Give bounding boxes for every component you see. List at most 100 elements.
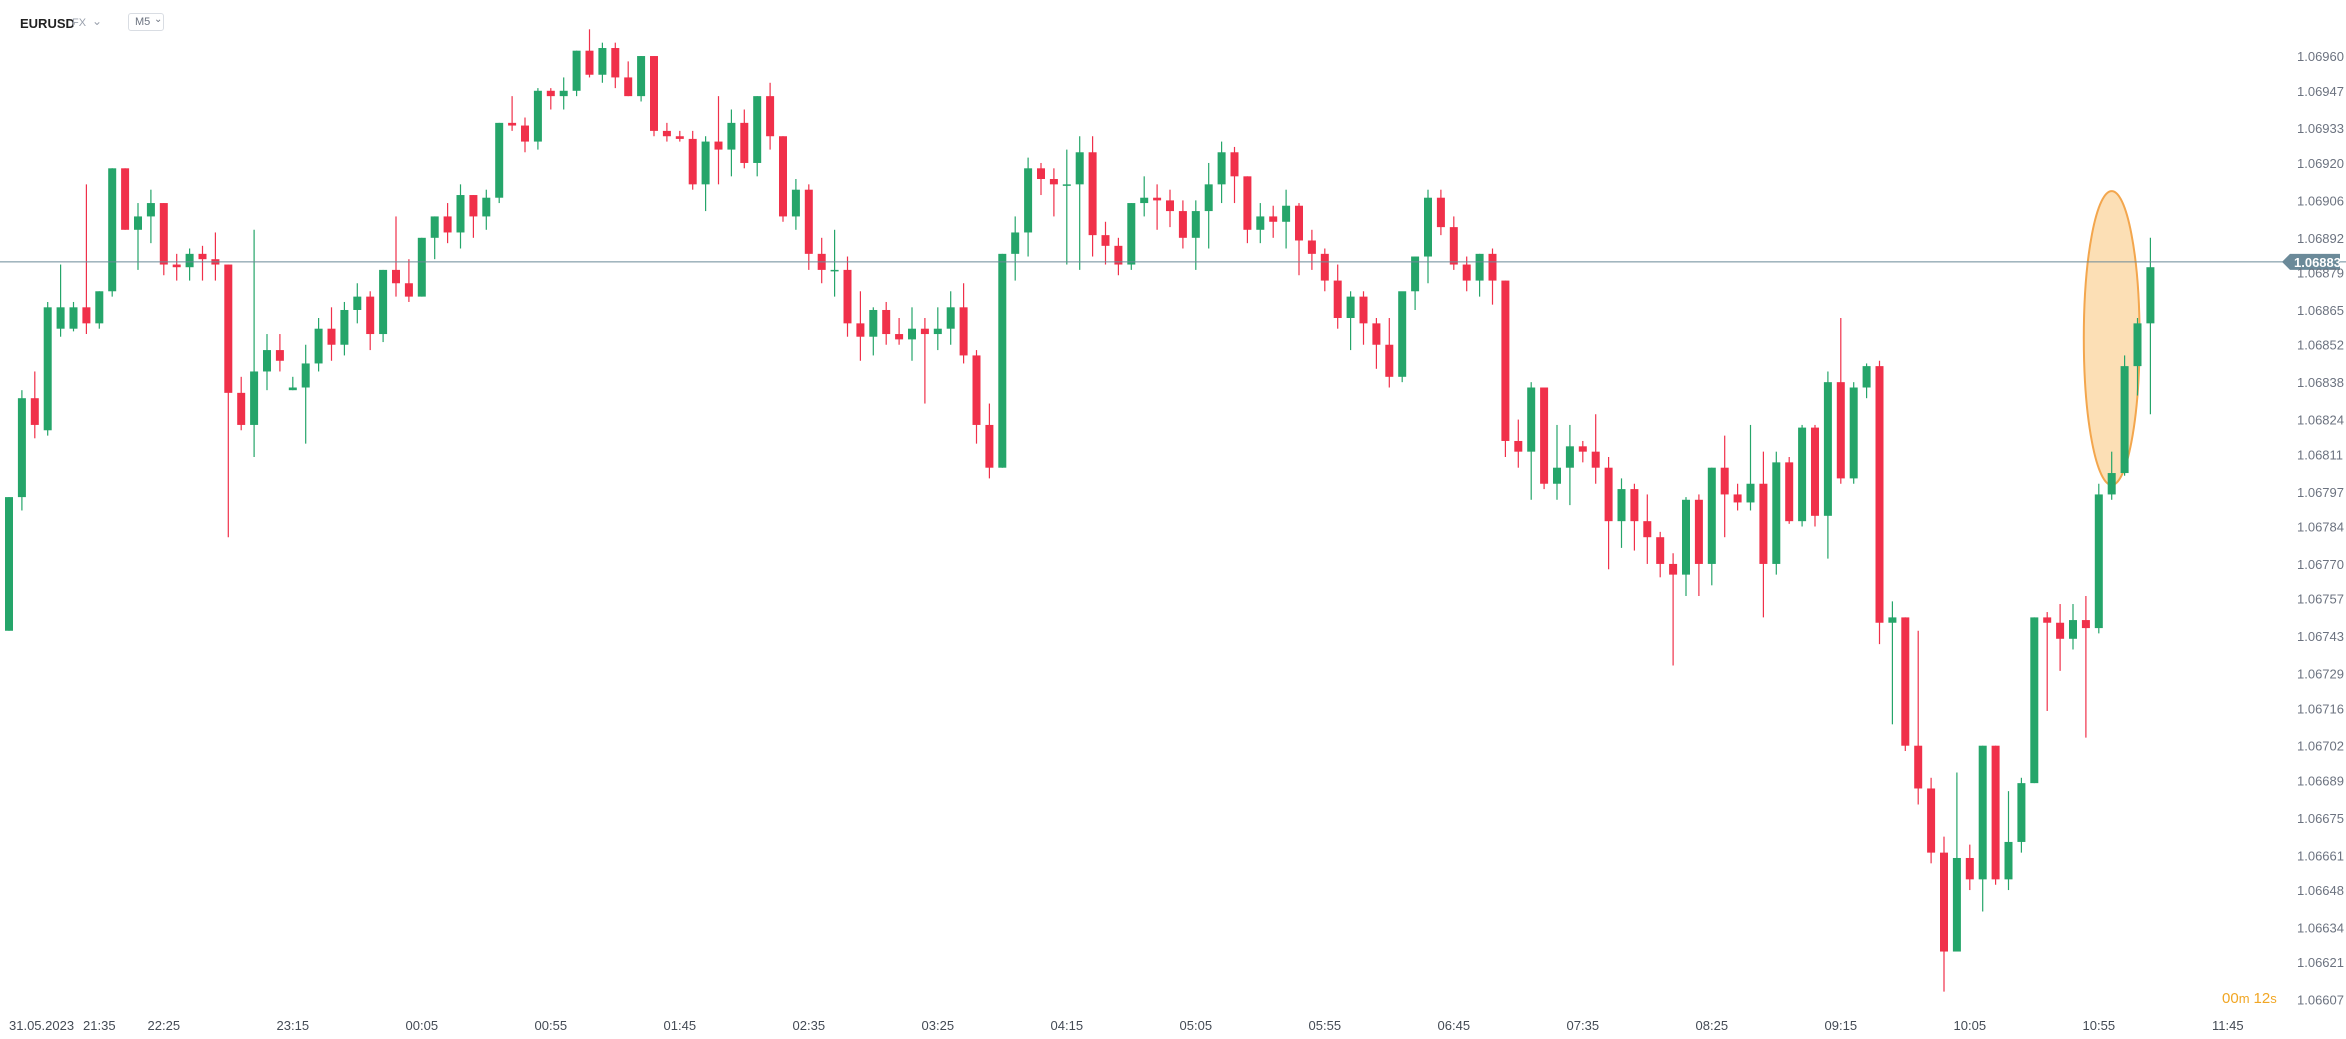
candle-body <box>779 136 787 217</box>
candle <box>95 291 104 329</box>
candle <box>327 307 336 361</box>
candle-body <box>1591 451 1600 468</box>
chevron-down-icon[interactable]: ⌄ <box>154 14 163 25</box>
candle-body <box>998 253 1007 468</box>
candle <box>791 179 800 230</box>
candle <box>69 301 78 332</box>
candle <box>843 256 852 337</box>
candle <box>1978 745 1987 912</box>
candle-body <box>1617 489 1626 522</box>
candle <box>1565 424 1574 506</box>
candle <box>1475 253 1484 297</box>
candle <box>198 245 207 281</box>
candle <box>585 29 594 78</box>
highlight-layer <box>2082 190 2141 487</box>
candle-body <box>895 334 904 340</box>
candle-body <box>1307 240 1316 254</box>
candle-body <box>1269 216 1278 222</box>
candle <box>1320 248 1329 292</box>
x-tick-label: 22:25 <box>148 1018 181 1033</box>
candle-body <box>2004 841 2013 880</box>
candle-body <box>1901 617 1910 746</box>
candle <box>1114 237 1123 276</box>
candle <box>1901 617 1910 752</box>
candle-body <box>1914 745 1923 789</box>
candle-body <box>327 328 336 345</box>
candle <box>946 291 955 345</box>
candle <box>1836 318 1845 484</box>
symbol-label[interactable]: EURUSD <box>20 16 75 31</box>
candle-body <box>1385 344 1394 377</box>
candle <box>701 136 710 212</box>
candle-body <box>1011 232 1020 254</box>
candle-body <box>1488 253 1497 281</box>
y-tick-label: 1.06824 <box>2297 413 2344 428</box>
current-price-label: 1.06883 <box>2294 255 2341 270</box>
candle-body <box>1540 387 1549 484</box>
candle <box>998 253 1007 468</box>
candle <box>1952 772 1961 952</box>
candle <box>521 117 529 153</box>
countdown-minutes: 00 <box>2222 990 2239 1007</box>
candle <box>1643 494 1652 564</box>
candle <box>1540 387 1549 490</box>
candle-body <box>134 216 142 230</box>
candle <box>1617 478 1626 548</box>
candle <box>2043 612 2052 711</box>
candle-body <box>95 291 104 324</box>
candle-body <box>624 77 633 97</box>
candle-body <box>1037 168 1045 180</box>
candles <box>5 29 2155 992</box>
x-tick-label: 10:05 <box>1954 1018 1987 1033</box>
candle <box>108 168 117 297</box>
candle <box>1488 248 1497 305</box>
x-tick-label: 05:05 <box>1180 1018 1213 1033</box>
candle <box>662 122 671 142</box>
timeframe-selector[interactable]: M5 <box>128 13 164 31</box>
candle-body <box>727 122 736 150</box>
candle <box>1553 424 1561 500</box>
y-tick-label: 1.06634 <box>2297 920 2344 935</box>
candle <box>172 253 181 281</box>
candle <box>1011 216 1020 281</box>
chevron-down-icon[interactable]: ⌄ <box>92 14 103 28</box>
candle <box>1630 483 1639 551</box>
candle <box>572 50 581 97</box>
candle <box>1759 451 1768 618</box>
candle-body <box>82 307 91 324</box>
candle-body <box>585 50 594 75</box>
candle-body <box>43 307 52 431</box>
candle <box>1733 483 1742 511</box>
candle-body <box>1449 227 1458 265</box>
y-tick-label: 1.06852 <box>2297 338 2344 353</box>
candle-body <box>1282 205 1291 222</box>
candle-body <box>650 56 658 131</box>
candle <box>804 184 813 270</box>
candle <box>379 269 388 343</box>
candle-body <box>1927 788 1936 853</box>
candle-body <box>353 296 362 310</box>
candle <box>43 301 52 436</box>
candle-body <box>1398 291 1407 377</box>
candle <box>727 109 736 177</box>
candle <box>920 318 929 404</box>
candle-body <box>1604 467 1613 522</box>
candle-body <box>250 371 259 425</box>
candle <box>1049 168 1058 217</box>
candle-body <box>701 141 710 185</box>
current-price-tag: 1.06883 <box>2282 253 2341 270</box>
y-axis: 1.06960 1.06947 1.06933 1.06920 1.06906 1.068… <box>2297 49 2344 1008</box>
candle <box>1940 836 1948 992</box>
candle-body <box>1075 152 1084 185</box>
candle <box>2146 237 2155 415</box>
candle-body <box>753 96 762 163</box>
candle <box>1333 264 1342 329</box>
candle-body <box>1836 382 1845 479</box>
candle <box>908 307 916 361</box>
market-label[interactable]: FX <box>72 17 87 29</box>
candle <box>1449 216 1458 270</box>
candle <box>366 291 375 351</box>
candle <box>146 189 155 244</box>
candle-body <box>598 48 607 75</box>
